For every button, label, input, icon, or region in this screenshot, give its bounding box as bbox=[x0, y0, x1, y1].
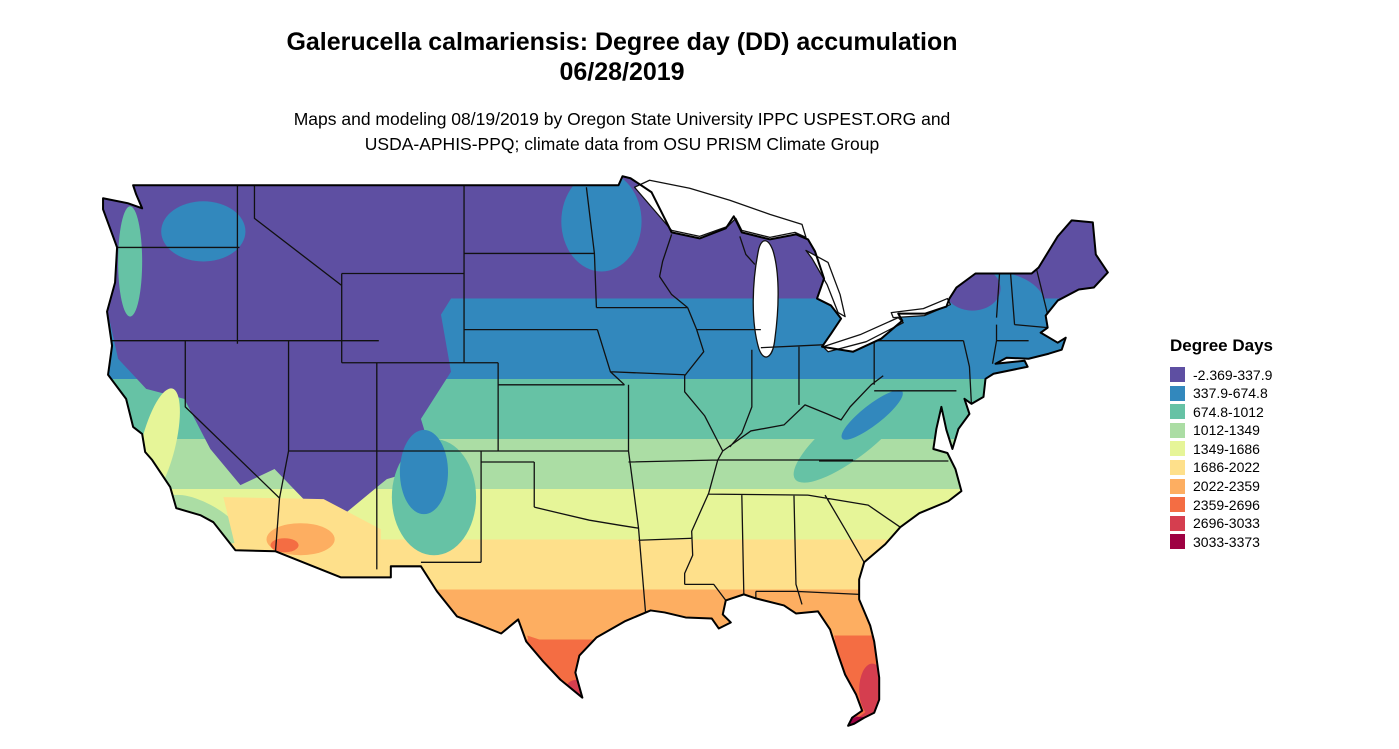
legend-label: 1349-1686 bbox=[1193, 440, 1260, 457]
lake-superior bbox=[633, 179, 807, 239]
figure-subtitle-line2: USDA-APHIS-PPQ; climate data from OSU PR… bbox=[364, 133, 880, 154]
legend-item: 2696-3033 bbox=[1170, 515, 1273, 532]
legend-label: 2359-2696 bbox=[1193, 496, 1260, 513]
legend-item: 2359-2696 bbox=[1170, 496, 1273, 513]
us-outline bbox=[102, 175, 1109, 727]
florida-hotspot bbox=[859, 663, 886, 716]
legend-item: 674.8-1012 bbox=[1170, 403, 1273, 420]
columbia-basin-region bbox=[161, 201, 246, 262]
legend-item: 1686-2022 bbox=[1170, 459, 1273, 476]
legend-swatch bbox=[1170, 534, 1185, 550]
legend-item: 1012-1349 bbox=[1170, 422, 1273, 439]
legend-label: 337.9-674.8 bbox=[1193, 385, 1268, 402]
legend-item: -2.369-337.9 bbox=[1170, 366, 1273, 383]
appalachian-core-region bbox=[841, 390, 903, 440]
legend-label: 1012-1349 bbox=[1193, 422, 1260, 439]
legend-swatch bbox=[1170, 385, 1185, 401]
map-fill-layer bbox=[103, 176, 1108, 726]
willamette-valley-region bbox=[118, 206, 143, 317]
legend-label: 2022-2359 bbox=[1193, 478, 1260, 495]
legend-item: 3033-3373 bbox=[1170, 533, 1273, 550]
legend-swatch bbox=[1170, 404, 1185, 420]
lake-erie bbox=[822, 316, 904, 353]
legend-item: 337.9-674.8 bbox=[1170, 385, 1273, 402]
figure-subtitle-line1: Maps and modeling 08/19/2019 by Oregon S… bbox=[293, 109, 951, 129]
figure-title-line1: Galerucella calmariensis: Degree day (DD… bbox=[286, 28, 958, 56]
figure-title-line2: 06/28/2019 bbox=[559, 57, 685, 86]
legend-swatch bbox=[1170, 515, 1185, 531]
legend-swatch bbox=[1170, 459, 1185, 475]
legend-label: 3033-3373 bbox=[1193, 533, 1260, 550]
legend-label: -2.369-337.9 bbox=[1193, 366, 1273, 383]
map-legend: Degree Days -2.369-337.9 337.9-674.8 674… bbox=[1170, 336, 1273, 553]
figure-header: Galerucella calmariensis: Degree day (DD… bbox=[0, 0, 1244, 156]
legend-swatch bbox=[1170, 367, 1185, 382]
great-lakes bbox=[633, 179, 952, 358]
legend-label: 2696-3033 bbox=[1193, 515, 1260, 532]
us-degree-day-map bbox=[102, 175, 1109, 727]
legend-swatch bbox=[1170, 422, 1185, 438]
yuma-core-region bbox=[270, 538, 299, 553]
lake-huron bbox=[805, 249, 846, 318]
lake-michigan bbox=[752, 240, 779, 358]
legend-item: 1349-1686 bbox=[1170, 440, 1273, 457]
legend-title: Degree Days bbox=[1170, 336, 1274, 355]
legend-item: 2022-2359 bbox=[1170, 478, 1273, 495]
map-container bbox=[88, 166, 1166, 744]
new-mexico-mountain-core bbox=[399, 429, 449, 515]
legend-swatch bbox=[1170, 478, 1185, 494]
legend-label: 674.8-1012 bbox=[1193, 403, 1264, 420]
legend-label: 1686-2022 bbox=[1193, 459, 1260, 476]
legend-swatch bbox=[1170, 497, 1185, 513]
south-texas-region bbox=[527, 635, 586, 696]
state-borders bbox=[112, 185, 1049, 613]
legend-swatch bbox=[1170, 441, 1185, 457]
red-river-valley-region bbox=[561, 176, 642, 272]
